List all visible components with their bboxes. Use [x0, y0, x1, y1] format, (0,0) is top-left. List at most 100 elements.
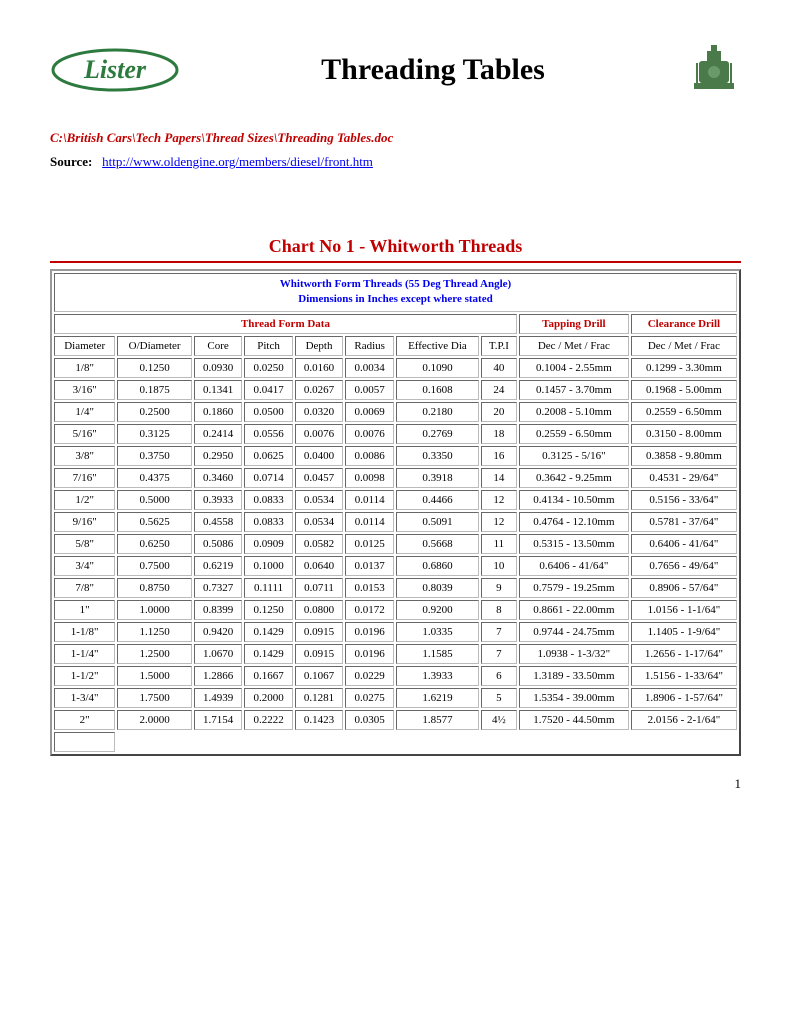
page-number: 1 [50, 776, 741, 792]
table-cell: 0.5625 [117, 512, 192, 532]
lister-logo: Lister [50, 40, 180, 100]
table-cell: 0.9744 - 24.75mm [519, 622, 629, 642]
table-row: 5/8"0.62500.50860.09090.05820.01250.5668… [54, 534, 737, 554]
table-cell: 0.1250 [117, 358, 192, 378]
table-cell: 0.5000 [117, 490, 192, 510]
table-cell: 0.8661 - 22.00mm [519, 600, 629, 620]
table-cell: 0.0534 [295, 490, 343, 510]
table-cell: 1.2500 [117, 644, 192, 664]
table-cell: 0.0229 [345, 666, 394, 686]
table-cell: 0.1299 - 3.30mm [631, 358, 737, 378]
table-cell: 0.0400 [295, 446, 343, 466]
table-cell: 0.0305 [345, 710, 394, 730]
table-cell: 0.1457 - 3.70mm [519, 380, 629, 400]
table-cell: 0.0275 [345, 688, 394, 708]
table-cell: 0.9420 [194, 622, 242, 642]
table-cell: 1.7154 [194, 710, 242, 730]
table-title: Whitworth Form Threads (55 Deg Thread An… [54, 273, 737, 312]
table-cell: 5/8" [54, 534, 115, 554]
table-cell: 0.1090 [396, 358, 479, 378]
table-cell: 1.0000 [117, 600, 192, 620]
table-cell: 0.0457 [295, 468, 343, 488]
table-cell: 12 [481, 512, 517, 532]
table-cell: 0.0582 [295, 534, 343, 554]
table-cell: 0.0930 [194, 358, 242, 378]
table-cell: 0.0034 [345, 358, 394, 378]
table-cell: 0.9200 [396, 600, 479, 620]
table-cell: 0.3918 [396, 468, 479, 488]
table-row: 2"2.00001.71540.22220.14230.03051.85774½… [54, 710, 737, 730]
chart-title: Chart No 1 - Whitworth Threads [50, 236, 741, 257]
table-cell: 0.2559 - 6.50mm [519, 424, 629, 444]
table-cell: 0.0320 [295, 402, 343, 422]
table-row: 3/4"0.75000.62190.10000.06400.01370.6860… [54, 556, 737, 576]
table-cell: 0.2769 [396, 424, 479, 444]
table-cell: 0.2180 [396, 402, 479, 422]
table-cell: 40 [481, 358, 517, 378]
table-row: 5/16"0.31250.24140.05560.00760.00760.276… [54, 424, 737, 444]
table-cell: 0.0417 [244, 380, 292, 400]
table-cell: 0.0250 [244, 358, 292, 378]
table-cell: 7/16" [54, 468, 115, 488]
table-cell: 18 [481, 424, 517, 444]
table-cell: 0.1341 [194, 380, 242, 400]
table-cell: 9/16" [54, 512, 115, 532]
table-cell: 1.0938 - 1-3/32" [519, 644, 629, 664]
table-cell: 0.7579 - 19.25mm [519, 578, 629, 598]
table-cell: 0.0800 [295, 600, 343, 620]
table-cell: 1.3933 [396, 666, 479, 686]
table-cell: 3/8" [54, 446, 115, 466]
table-cell: 1" [54, 600, 115, 620]
table-cell: 2" [54, 710, 115, 730]
table-cell: 0.2222 [244, 710, 292, 730]
table-cell: 14 [481, 468, 517, 488]
table-cell: 0.7500 [117, 556, 192, 576]
table-cell: 0.1860 [194, 402, 242, 422]
table-cell: 0.0711 [295, 578, 343, 598]
table-cell: 9 [481, 578, 517, 598]
table-cell: 0.0556 [244, 424, 292, 444]
table-cell: 0.6860 [396, 556, 479, 576]
table-row: 1"1.00000.83990.12500.08000.01720.920080… [54, 600, 737, 620]
table-cell: 1.1585 [396, 644, 479, 664]
section-thread-form: Thread Form Data [54, 314, 517, 334]
table-cell: 0.3642 - 9.25mm [519, 468, 629, 488]
table-cell: 0.1968 - 5.00mm [631, 380, 737, 400]
engine-logo [686, 40, 741, 100]
table-cell: 0.6219 [194, 556, 242, 576]
table-title-line2: Dimensions in Inches except where stated [298, 293, 492, 305]
table-cell: 11 [481, 534, 517, 554]
table-cell: 1-3/4" [54, 688, 115, 708]
table-cell: 1.2656 - 1-17/64" [631, 644, 737, 664]
table-cell: 0.2500 [117, 402, 192, 422]
table-cell: 1/4" [54, 402, 115, 422]
source-link[interactable]: http://www.oldengine.org/members/diesel/… [102, 154, 373, 169]
table-cell: 0.0069 [345, 402, 394, 422]
table-row: 9/16"0.56250.45580.08330.05340.01140.509… [54, 512, 737, 532]
table-cell: 0.6250 [117, 534, 192, 554]
table-cell: 0.7656 - 49/64" [631, 556, 737, 576]
col-header: O/Diameter [117, 336, 192, 356]
table-cell: 1.6219 [396, 688, 479, 708]
file-path: C:\British Cars\Tech Papers\Thread Sizes… [50, 130, 741, 146]
table-cell: 0.0114 [345, 490, 394, 510]
table-row: 1-3/4"1.75001.49390.20000.12810.02751.62… [54, 688, 737, 708]
table-cell: 0.5668 [396, 534, 479, 554]
table-cell: 3/16" [54, 380, 115, 400]
table-cell: 0.1875 [117, 380, 192, 400]
table-cell: 0.1281 [295, 688, 343, 708]
table-cell: 0.1004 - 2.55mm [519, 358, 629, 378]
table-cell: 1.1405 - 1-9/64" [631, 622, 737, 642]
table-cell: 0.3350 [396, 446, 479, 466]
table-row: 7/8"0.87500.73270.11110.07110.01530.8039… [54, 578, 737, 598]
table-cell: 0.2414 [194, 424, 242, 444]
table-cell: 0.8039 [396, 578, 479, 598]
table-cell: 0.2559 - 6.50mm [631, 402, 737, 422]
table-cell: 0.0909 [244, 534, 292, 554]
table-cell: 24 [481, 380, 517, 400]
table-cell: 0.0915 [295, 622, 343, 642]
table-cell: 1.8577 [396, 710, 479, 730]
table-cell: 1.5000 [117, 666, 192, 686]
page-title: Threading Tables [180, 53, 686, 87]
table-cell: 0.0534 [295, 512, 343, 532]
